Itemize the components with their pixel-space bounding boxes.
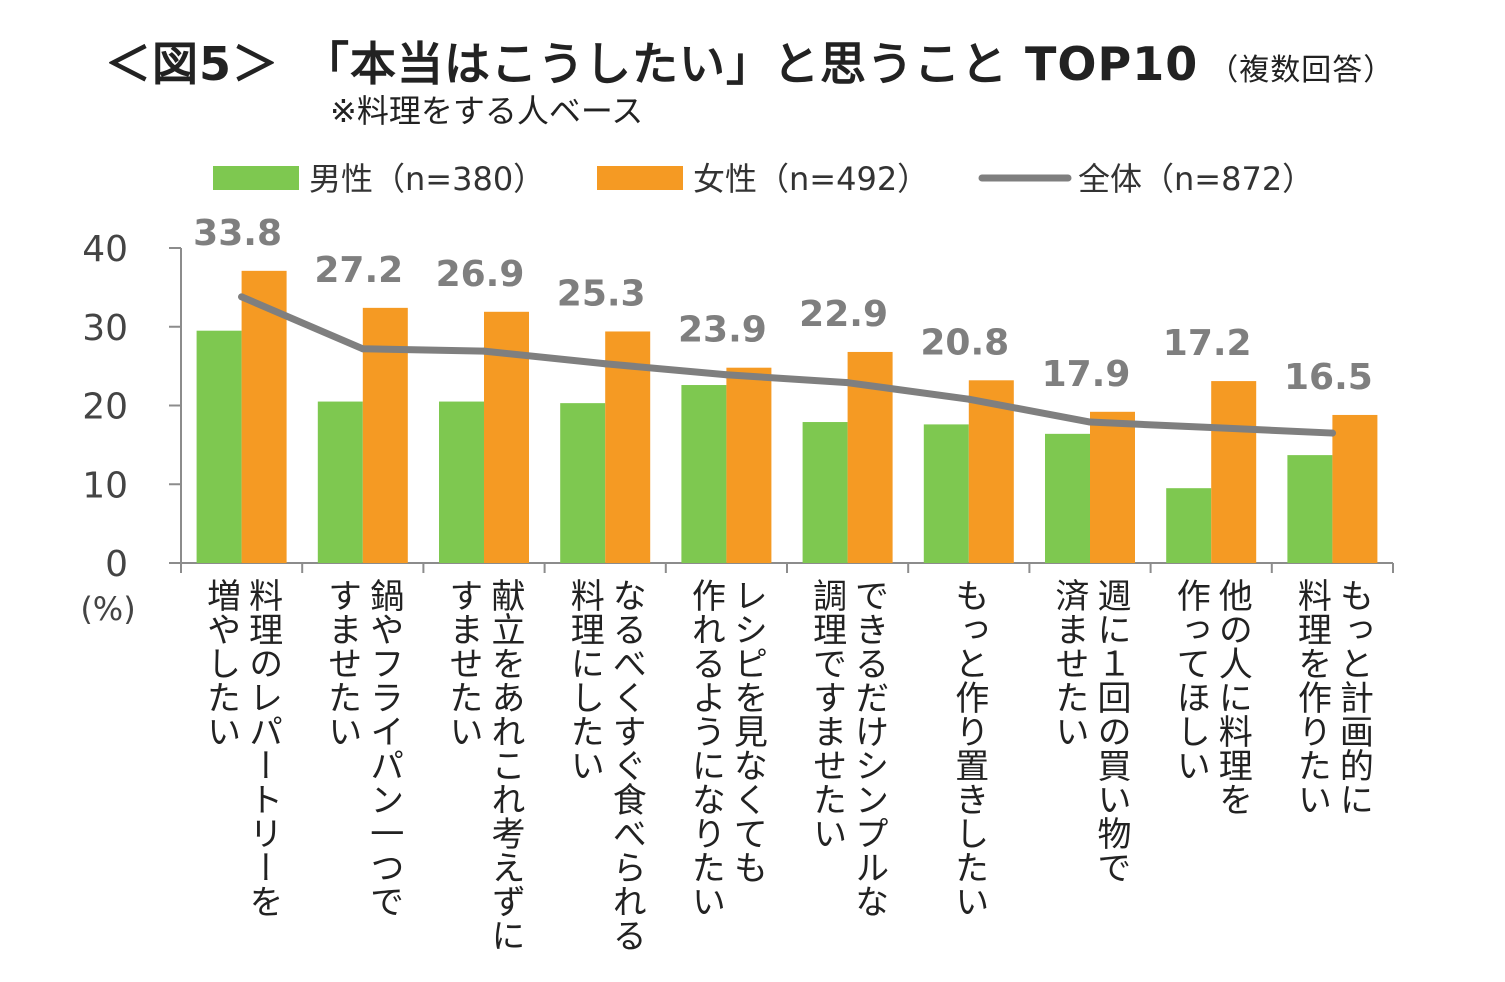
line-total-point: [722, 371, 730, 379]
bar-male: [1287, 455, 1333, 563]
bar-male: [439, 401, 484, 563]
data-label-total: 27.2: [314, 250, 403, 291]
bar-female: [726, 367, 772, 563]
y-tick-label: 20: [82, 387, 128, 428]
x-category-label: もっと作り置きしたい: [948, 578, 989, 918]
x-category-label: 料理のレパートリーを: [242, 578, 283, 918]
bar-female: [1332, 414, 1378, 563]
bar-male: [1045, 433, 1090, 563]
data-label-total: 33.8: [193, 213, 282, 254]
legend-swatch-female: [597, 166, 683, 190]
x-category-label: すませたい: [321, 578, 362, 748]
bar-female: [1090, 411, 1135, 563]
line-total-point: [480, 347, 488, 355]
x-category-label: 作ってほしい: [1170, 578, 1211, 782]
x-category-label: 増やしたい: [200, 578, 241, 748]
bar-male: [923, 424, 969, 563]
y-tick-label: 0: [105, 544, 128, 585]
chart-title-note: （複数回答）: [1208, 53, 1395, 88]
x-category-label: 作れるようになりたい: [685, 578, 726, 918]
line-total-point: [965, 395, 973, 403]
x-category-label: できるだけシンプルな: [848, 578, 889, 918]
bar-male: [560, 403, 606, 563]
line-total-point: [1328, 429, 1336, 437]
line-total-point: [844, 379, 852, 387]
y-axis-unit-label: (%): [80, 590, 135, 628]
line-total-point: [359, 345, 367, 353]
chart-subtitle: ※料理をする人ベース: [330, 92, 644, 130]
legend-label-total: 全体（n=872）: [1078, 160, 1314, 198]
x-category-label: すませたい: [443, 578, 483, 748]
bar-male: [196, 330, 242, 563]
data-label-total: 20.8: [920, 322, 1009, 363]
data-label-total: 25.3: [557, 273, 646, 314]
x-category-label: 調理ですませたい: [806, 578, 847, 850]
y-tick-label: 10: [82, 465, 128, 506]
line-total-point: [1207, 424, 1215, 432]
legend-swatch-male: [213, 166, 299, 190]
bar-female: [1211, 381, 1257, 563]
bar-male: [1166, 488, 1212, 563]
x-category-label: なるべくすぐ食べられる: [606, 578, 647, 952]
y-tick-label: 40: [82, 229, 128, 270]
x-category-label: 他の人に料理を: [1212, 578, 1253, 816]
data-label-total: 16.5: [1284, 357, 1373, 398]
bar-male: [681, 385, 727, 563]
line-total-point: [601, 360, 609, 368]
bar-female: [241, 270, 287, 563]
chart-title-main: ＜図5＞ 「本当はこうしたい」と思うこと TOP10: [105, 37, 1199, 91]
data-label-total: 26.9: [436, 254, 525, 295]
line-total-point: [238, 293, 246, 301]
x-category-label: 週に１回の買い物で: [1091, 578, 1131, 884]
chart-title: ＜図5＞ 「本当はこうしたい」と思うこと TOP10 （複数回答）: [105, 28, 1394, 94]
x-category-label: 料理を作りたい: [1291, 578, 1332, 816]
y-tick-label: 30: [82, 308, 128, 349]
x-category-label: もっと計画的に: [1333, 578, 1374, 816]
line-total: [238, 293, 1336, 437]
data-label-total: 17.9: [1042, 354, 1131, 395]
x-category-label: 済ませたい: [1049, 578, 1089, 748]
x-category-label: 献立をあれこれ考えずに: [485, 578, 525, 952]
data-label-total: 23.9: [678, 310, 767, 351]
data-label-total: 17.2: [1163, 323, 1252, 364]
bar-male: [802, 422, 848, 563]
bar-male: [317, 401, 363, 563]
x-category-label: 鍋やフライパン一つで: [363, 578, 404, 918]
bar-female: [968, 380, 1014, 563]
line-total-point: [1086, 418, 1094, 426]
legend-label-male: 男性（n=380）: [309, 160, 545, 198]
data-label-total: 22.9: [799, 294, 888, 335]
x-category-label: 料理にしたい: [564, 578, 605, 782]
x-category-label: レシピを見なくても: [727, 578, 768, 884]
legend-label-female: 女性（n=492）: [693, 160, 929, 198]
